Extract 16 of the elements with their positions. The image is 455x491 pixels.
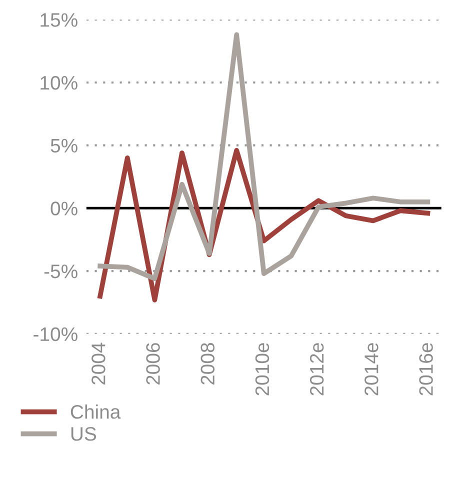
x-tick-label: 2006	[146, 343, 160, 384]
x-tick-label: 2012e	[310, 343, 324, 396]
y-tick-label: -10%	[34, 327, 78, 342]
x-tick-label: 2004	[92, 342, 106, 384]
y-tick-label: 10%	[40, 76, 78, 90]
x-tick-label: 2008	[200, 343, 215, 384]
x-tick-label: 2014e	[364, 343, 378, 396]
y-tick-label: 0%	[50, 202, 78, 216]
line-series	[98, 32, 430, 282]
y-tick-label: 15%	[40, 13, 78, 27]
legend-label: China	[70, 404, 121, 419]
y-tick-label: -5%	[44, 264, 78, 278]
legend-label: US	[71, 427, 96, 441]
x-tick-label: 2016e	[419, 343, 433, 396]
y-tick-label: 5%	[50, 138, 78, 153]
x-tick-label: 2010e	[255, 343, 270, 396]
